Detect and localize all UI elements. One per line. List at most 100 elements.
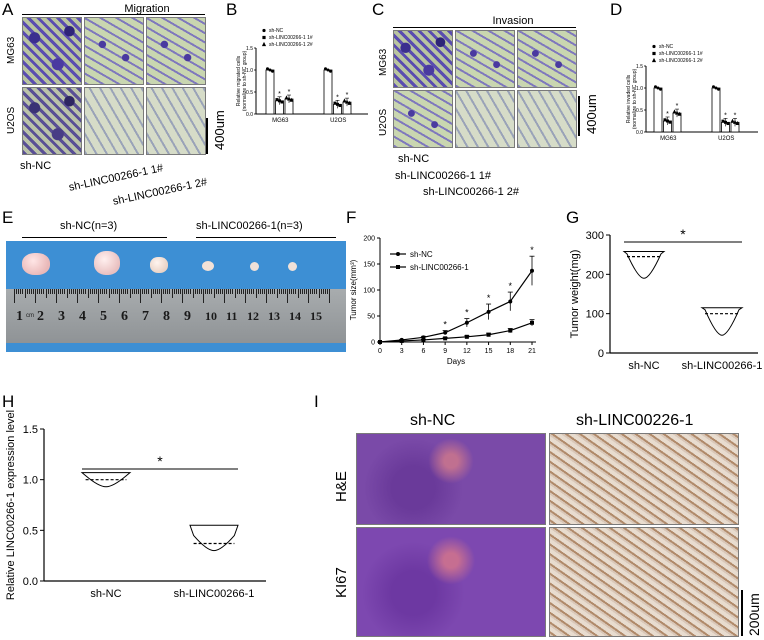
ruler-tick — [173, 289, 175, 294]
ruler-tick — [58, 289, 60, 294]
category-label: sh-LINC00266-1 — [174, 588, 255, 600]
label-shnc-n3: sh-NC(n=3) — [60, 220, 118, 232]
ruler-tick — [272, 289, 274, 294]
ruler-tick — [207, 289, 209, 294]
ruler-tick — [329, 289, 330, 303]
ruler-tick — [211, 289, 213, 294]
x-tick-label: 6 — [421, 348, 425, 355]
ruler-tick — [301, 289, 303, 294]
scale-bar-a — [206, 118, 208, 154]
ruler-tick — [196, 289, 198, 294]
panel-label-d: D — [610, 0, 623, 19]
data-point — [666, 119, 669, 123]
significance-star: * — [724, 112, 727, 119]
micrograph-mg63-kd2 — [146, 17, 206, 85]
micrograph-inv-mg63-kd1 — [455, 30, 515, 88]
data-point — [289, 97, 294, 102]
data-point — [280, 100, 284, 104]
ruler-tick — [51, 289, 53, 294]
ruler-tick — [261, 289, 263, 294]
ruler-tick — [158, 289, 160, 294]
histology-ki67-kd — [549, 527, 739, 637]
data-point — [530, 320, 534, 325]
ruler-number: 5 — [100, 309, 107, 324]
significance-star: * — [336, 94, 339, 101]
ruler-number: 15 — [310, 309, 322, 323]
legend-label: sh-LINC00266-1 1# — [269, 35, 313, 41]
data-point — [464, 320, 469, 325]
legend-marker — [262, 28, 266, 33]
ruler-tick — [324, 289, 326, 294]
significance-star: * — [734, 112, 737, 119]
panel-label-h: H — [2, 392, 15, 411]
data-point — [443, 330, 448, 335]
ruler-tick — [121, 289, 123, 294]
ruler-tick — [167, 289, 169, 294]
ruler-tick — [135, 289, 137, 294]
ruler-tick — [316, 289, 318, 294]
data-point — [275, 98, 279, 102]
ruler-tick — [200, 289, 202, 294]
ruler-tick — [20, 289, 22, 294]
ruler-tick — [70, 289, 72, 294]
ruler-tick — [194, 289, 196, 294]
ruler-tick — [192, 289, 194, 298]
row-label-u2os-c: U2OS — [378, 108, 389, 136]
violin — [622, 251, 666, 279]
tumor-kd-3 — [288, 262, 297, 271]
row-label-mg63-a: MG63 — [6, 36, 17, 64]
ruler-tick — [293, 289, 295, 294]
ruler-tick — [221, 289, 223, 294]
ruler-tick — [190, 289, 192, 294]
ruler-tick — [32, 289, 34, 294]
bar — [711, 87, 721, 133]
ruler-tick — [310, 289, 312, 294]
micrograph-inv-u2os-kd2 — [517, 90, 577, 148]
data-point — [278, 99, 281, 103]
data-point — [268, 68, 272, 72]
data-point — [345, 99, 349, 104]
data-point — [464, 334, 469, 339]
significance-star: * — [443, 320, 447, 330]
ruler-tick — [268, 289, 270, 294]
ruler-tick — [236, 289, 238, 294]
ruler-tick — [282, 289, 284, 294]
legend-marker — [396, 252, 400, 256]
y-tick-label: 1.5 — [246, 46, 253, 52]
ruler-tick — [184, 289, 186, 294]
data-point — [730, 118, 735, 123]
violin — [700, 307, 744, 336]
y-tick-label: 0.0 — [246, 112, 253, 118]
significance-star: * — [465, 308, 469, 318]
y-tick-label: 1.5 — [636, 64, 643, 70]
y-tick-label: 0.5 — [636, 108, 643, 114]
ruler-tick — [295, 289, 297, 294]
ruler-tick — [104, 289, 106, 294]
micrograph-inv-u2os-shnc — [393, 90, 453, 148]
ruler-tick — [22, 289, 24, 294]
ruler-tick — [274, 289, 276, 294]
x-tick-label: 21 — [528, 348, 536, 355]
y-axis-label: Relative invaded cells(normalize to sh-N… — [626, 69, 638, 130]
x-tick-label: 9 — [443, 348, 447, 355]
ruler-tick — [165, 289, 167, 294]
ruler-tick — [314, 289, 316, 294]
col-label-shnc-i: sh-NC — [410, 412, 456, 429]
y-tick-label: 0.5 — [23, 525, 38, 537]
ruler-tick — [228, 289, 230, 294]
ruler-tick — [284, 289, 286, 294]
significance-star: * — [530, 245, 534, 255]
ruler-tick — [217, 289, 219, 294]
ruler-tick — [119, 289, 120, 303]
ruler-tick — [163, 289, 165, 294]
micrograph-u2os-shnc — [22, 87, 82, 155]
ruler-tick — [240, 289, 242, 294]
legend-label: sh-LINC00266-1 1# — [659, 51, 703, 57]
scale-label-a: 400um — [212, 110, 227, 150]
chart-f: 0 3 6 9 12 15 18 21 0 50 100 150 200 Days Tumor size(m… — [349, 236, 536, 366]
ruler-tick — [45, 289, 47, 298]
histology-he-kd — [549, 433, 739, 525]
ruler-tick — [83, 289, 85, 294]
data-point — [338, 104, 342, 108]
